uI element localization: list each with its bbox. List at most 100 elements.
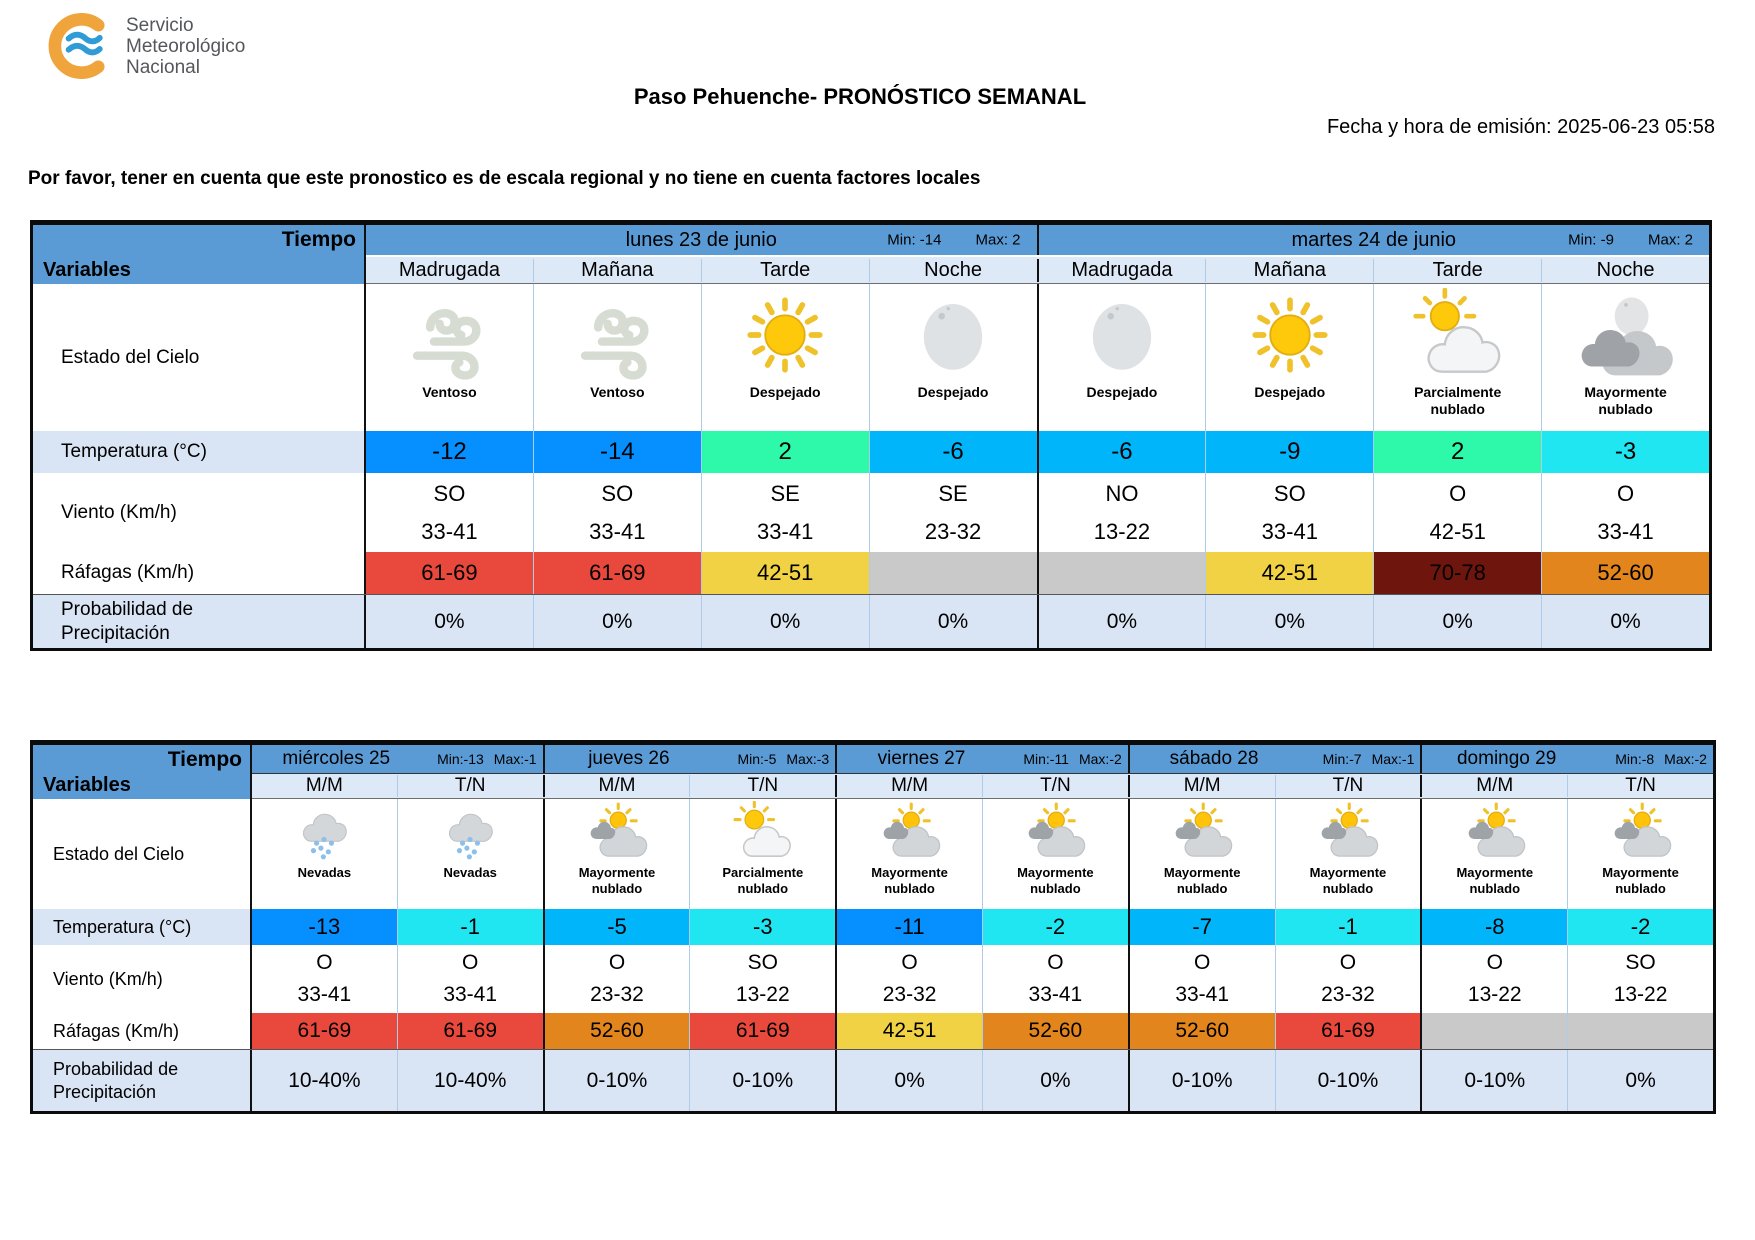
temperature-cell: -12 [366,431,533,473]
temperature-cell: -9 [1205,431,1374,473]
mostly-cloudy-icon [586,801,648,863]
temperature-cell: -8 [1420,909,1568,945]
wind-direction: O [1339,951,1357,974]
wind-range: 33-41 [1261,518,1318,544]
precip-cell: 0% [835,1050,982,1111]
wind-cell: O 23-32 [835,945,982,1013]
sky-cell: Mayormente nublado [1567,799,1713,909]
gust-value: 61-69 [421,560,478,585]
temperature-value: -5 [607,914,627,939]
wind-cell: SO 33-41 [532,473,701,552]
wind-range: 33-41 [1597,518,1654,544]
sky-cell: Mayormente nublado [1274,799,1421,909]
day-min: Min: -14 [887,231,942,249]
wind-cell: O 33-41 [1127,945,1275,1013]
precip-value: 0% [1274,609,1305,633]
mostly-cloudy-icon [1610,801,1672,863]
forecast-table-days-3-7: Tiempo Variables miércoles 25 Min:-13 Max… [30,740,1716,1114]
precip-cell: 0-10% [1274,1050,1421,1111]
precip-value: 0% [770,609,801,633]
temperature-value: -6 [1111,438,1133,465]
sky-caption: Despejado [917,384,989,400]
period-header: Tarde [1373,258,1541,282]
mostly-cloudy-icon [1317,801,1379,863]
precip-cell: 0-10% [1420,1050,1567,1111]
sky-caption: Mayormente nublado [1309,865,1387,896]
temperature-cell: 2 [1373,431,1542,473]
gust-cell: 52-60 [1127,1013,1275,1049]
table-header: Tiempo Variables lunes 23 de junio Min: … [33,225,1709,284]
row-label-sky: Estado del Cielo [33,799,252,909]
precip-value: 0% [1442,609,1473,633]
mostly-cloudy-icon [879,801,941,863]
sky-caption: Nevadas [443,865,497,880]
period-header: T/N [1567,775,1713,797]
day-minmax: Min:-7 Max:-1 [1322,751,1415,767]
gust-value: 42-51 [1261,560,1318,585]
gust-cell: 61-69 [689,1013,836,1049]
wind-range: 33-41 [297,983,352,1006]
temperature-value: 2 [778,438,792,465]
temperature-value: -13 [308,914,341,939]
wind-range: 23-32 [590,983,644,1006]
sky-caption: Ventoso [422,384,477,400]
wind-row: Viento (Km/h) SO 33-41 SO 33-41 SE 33-41 SE… [33,473,1709,552]
gust-value: 61-69 [735,1019,790,1042]
sky-caption: Despejado [749,384,821,400]
day-name: lunes 23 de junio [625,228,777,251]
wind-cell: O 33-41 [1541,473,1709,552]
tiempo-label: Tiempo [167,748,242,771]
precip-cell: 0% [1036,595,1206,648]
tiempo-variables-cell: Tiempo Variables [33,225,366,284]
precip-cell: 0% [532,595,701,648]
day-minmax: Min: -9 Max: 2 [1568,232,1693,249]
period-header: M/M [542,775,690,797]
precip-cell: 0% [1205,595,1373,648]
period-header: M/M [1127,775,1275,797]
sky-cell: Mayormente nublado [1127,799,1275,909]
temperature-row: Temperatura (°C) -12 -14 2 -6 -6 -9 2 -3 [33,431,1709,473]
day-minmax: Min:-8 Max:-2 [1615,751,1707,767]
period-header: T/N [396,775,543,797]
day-name: domingo 29 [1456,748,1557,769]
day-minmax: Min: -14 Max: 2 [887,232,1020,249]
wind-cell: O 23-32 [542,945,690,1013]
day-minmax: Min:-11 Max:-2 [1023,751,1122,767]
day-max: Max: 2 [975,231,1021,249]
temperature-value: -1 [1338,914,1358,939]
period-header: T/N [981,775,1128,797]
wind-cell: SO 13-22 [1567,945,1713,1013]
day-min: Min: -9 [1568,231,1614,249]
period-header-row: Madrugada Mañana Tarde Noche Madrugada M… [366,257,1709,284]
day-header-martes: martes 24 de junio Min: -9 Max: 2 [1036,225,1710,255]
precip-cell: 0% [700,595,869,648]
wind-range: 33-41 [443,983,498,1006]
gust-value: 61-69 [589,560,646,585]
wind-direction: O [1449,480,1467,506]
gust-cell: 42-51 [1205,552,1374,594]
temperature-cell: -3 [689,909,836,945]
emission-datetime: Fecha y hora de emisión: 2025-06-23 05:5… [1326,116,1715,138]
sky-cell: Nevadas [252,799,397,909]
wind-cell: SO 13-22 [689,945,835,1013]
row-label-precip: Probabilidad de Precipitación [33,1050,252,1111]
sky-cell: Mayormente nublado [981,799,1128,909]
wind-range: 33-41 [589,518,646,544]
wind-cell: O 23-32 [1274,945,1421,1013]
wind-cell: O 33-41 [396,945,543,1013]
precip-cell: 0-10% [689,1050,835,1111]
row-label-temperature: Temperatura (°C) [33,909,252,945]
sky-caption: Mayormente nublado [1163,865,1241,896]
sky-row: Estado del Cielo Ventoso Ventoso Despeja… [33,284,1709,431]
smn-logo-text: Servicio Meteorológico Nacional [126,15,245,78]
temperature-cell: -3 [1541,431,1709,473]
temperature-cell: -2 [981,909,1128,945]
temperature-value: -6 [942,438,964,465]
mostly-cloudy-icon [1024,801,1086,863]
precip-value: 0% [434,609,465,633]
temperature-value: -12 [432,438,467,465]
temperature-value: -14 [599,438,635,465]
temperature-cell: -13 [252,909,397,945]
sky-caption: Parcialmente nublado [1414,384,1502,417]
